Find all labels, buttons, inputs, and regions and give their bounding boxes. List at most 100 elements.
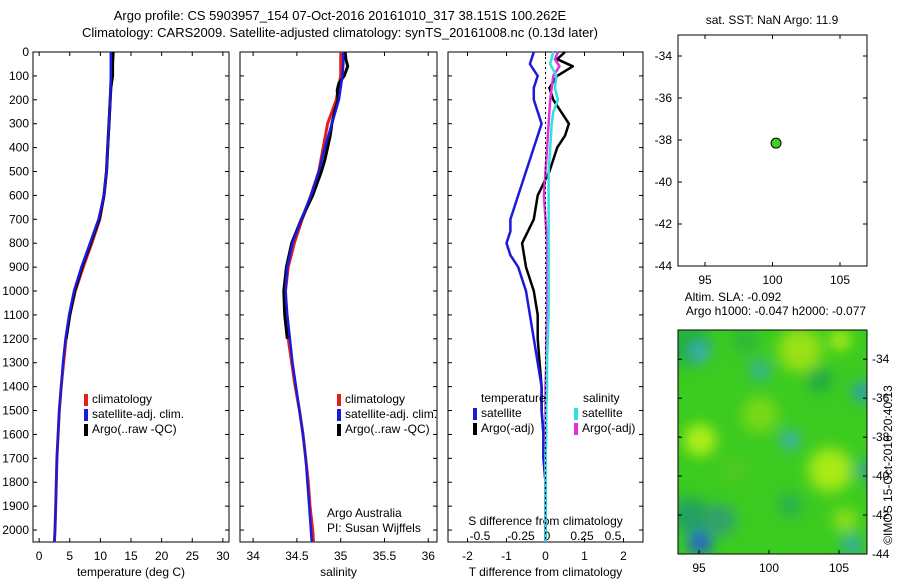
depth-tick-label: 200: [9, 93, 29, 107]
depth-tick-label: 300: [9, 117, 29, 131]
temperature-satellite-line: [53, 52, 113, 543]
legend-title-salinity: salinity: [583, 391, 620, 405]
depth-tick-label: 100: [9, 69, 29, 83]
temperature-x-tick-label: 20: [155, 549, 169, 563]
legend-label: Argo(-adj): [582, 421, 635, 435]
sla-lat-label: -42: [872, 508, 890, 522]
depth-tick-label: 0: [22, 45, 29, 59]
differences-x-tick-label: 2: [620, 549, 627, 563]
sla-blob: [688, 531, 712, 554]
sst-lon-label: 100: [762, 273, 782, 287]
sla-blob: [853, 383, 867, 401]
sst-lon-label: 105: [830, 273, 850, 287]
depth-tick-label: 1600: [2, 427, 29, 441]
sla-blob: [778, 330, 822, 372]
depth-tick-label: 900: [9, 260, 29, 274]
legend-label: satellite-adj. clim.: [345, 407, 437, 421]
salinity-diff-tick-label: -0.5: [470, 529, 491, 543]
sla-blob: [856, 461, 867, 479]
temperature-climatology-line: [52, 51, 114, 543]
legend-label: Argo(..raw -QC): [92, 422, 177, 436]
sla-lat-label: -36: [872, 391, 890, 405]
climatology-title: Climatology: CARS2009. Satellite-adjuste…: [82, 25, 598, 40]
annotation-line1: Argo Australia: [327, 506, 402, 520]
diff-axis-label: T difference from climatology: [469, 565, 623, 579]
legend-swatch: [473, 423, 477, 435]
sla-blob: [808, 368, 832, 392]
depth-tick-label: 1400: [2, 380, 29, 394]
differences-x-tick-label: -1: [501, 549, 512, 563]
sst-lat-label: -44: [655, 259, 673, 273]
depth-tick-label: 1300: [2, 356, 29, 370]
temperature-frame: [32, 51, 230, 543]
legend-swatch: [473, 408, 477, 420]
depth-tick-label: 400: [9, 141, 29, 155]
sla-lon-label: 100: [759, 561, 779, 575]
depth-tick-label: 1800: [2, 475, 29, 489]
legend-label: satellite-adj. clim.: [92, 407, 184, 421]
sla-blob: [842, 535, 862, 554]
sla-blob: [742, 397, 778, 433]
legend-swatch: [574, 423, 578, 435]
sla-blob: [808, 448, 852, 492]
sla-lon-label: 95: [692, 561, 706, 575]
depth-tick-label: 600: [9, 188, 29, 202]
legend-swatch: [84, 424, 88, 436]
temperature-x-tick-label: 30: [216, 549, 230, 563]
salinity-diff-tick-label: -0.25: [507, 529, 535, 543]
legend-label: Argo(-adj): [481, 421, 534, 435]
sla-blob: [830, 330, 850, 350]
temperature-x-tick-label: 25: [186, 549, 200, 563]
legend-swatch: [337, 424, 341, 436]
salinity-x-tick-label: 34.5: [285, 549, 309, 563]
sla-title: Altim. SLA: -0.092: [685, 290, 782, 304]
sla-lon-label: 105: [829, 561, 849, 575]
salinity-frame: [239, 51, 438, 543]
legend-swatch: [337, 409, 341, 421]
depth-tick-label: 700: [9, 212, 29, 226]
legend-label: Argo(..raw -QC): [345, 422, 430, 436]
sla-blob: [704, 504, 736, 536]
sla-lat-label: -44: [872, 547, 890, 561]
salinity-axis-label: salinity: [320, 565, 357, 579]
sst-map-frame: [677, 34, 868, 267]
annotation-line2: PI: Susan Wijffels: [327, 521, 421, 535]
salinity-satellite-line: [284, 52, 345, 543]
sla-blob: [778, 493, 802, 517]
sst-lat-label: -36: [655, 91, 673, 105]
differences-x-tick-label: 0: [542, 549, 549, 563]
salinity-argo-line: [282, 51, 350, 339]
temperature-x-tick-label: 10: [94, 549, 108, 563]
sst-lat-label: -40: [655, 175, 673, 189]
salinity-x-tick-label: 34: [246, 549, 260, 563]
salinity-x-tick-label: 35: [334, 549, 348, 563]
temperature-x-tick-label: 5: [66, 549, 73, 563]
depth-tick-label: 1200: [2, 332, 29, 346]
sla-lat-label: -38: [872, 430, 890, 444]
imos-watermark: ©IMOS 15-Oct-2016 20:40:13: [881, 385, 895, 545]
legend-swatch: [574, 408, 578, 420]
depth-tick-label: 1500: [2, 404, 29, 418]
legend-swatch: [84, 409, 88, 421]
salinity-x-tick-label: 36: [422, 549, 436, 563]
depth-tick-label: 800: [9, 236, 29, 250]
argo-position-point: [770, 137, 782, 149]
sla-lat-label: -34: [872, 352, 890, 366]
depth-tick-label: 1100: [3, 308, 29, 322]
depth-tick-label: 1000: [2, 284, 29, 298]
sla-blob: [725, 460, 745, 480]
sla-heatmap: [678, 330, 867, 554]
legend-label: satellite: [481, 406, 522, 420]
sla-frame: [677, 329, 868, 555]
sla-blob: [731, 330, 759, 354]
sla-field: [678, 330, 867, 554]
temperature-axis-label: temperature (deg C): [77, 565, 185, 579]
profile-title: Argo profile: CS 5903957_154 07-Oct-2016…: [113, 8, 567, 23]
legend-label: climatology: [345, 392, 405, 406]
salinity-diff-tick-label: 0.5: [605, 529, 622, 543]
legend-label: satellite: [582, 406, 623, 420]
sla-blob: [691, 343, 709, 361]
depth-tick-label: 1900: [2, 499, 29, 513]
diff-temperature-satellite-line: [505, 51, 547, 542]
